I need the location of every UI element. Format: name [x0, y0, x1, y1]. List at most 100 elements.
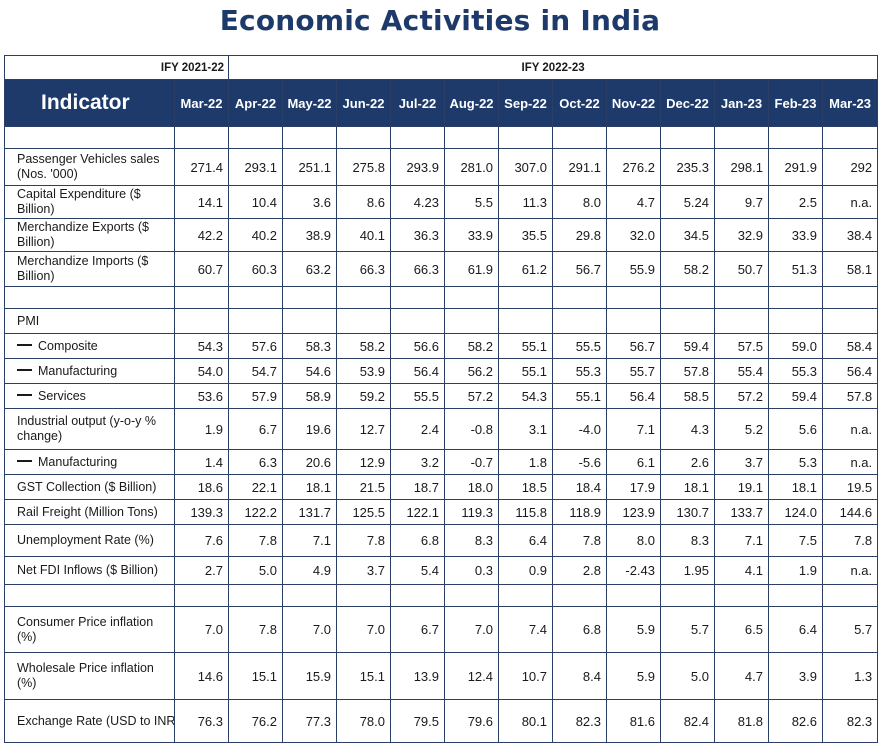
value-cell: 4.7 — [714, 652, 769, 700]
value-cell: 6.1 — [606, 449, 661, 475]
value-cell: 133.7 — [714, 499, 769, 525]
empty-cell — [552, 584, 607, 607]
indicator-label-text: Manufacturing — [38, 454, 118, 469]
indicator-label-text: Wholesale Price inflation (%) — [17, 661, 154, 690]
indicator-label-text: Capital Expenditure ($ Billion) — [17, 187, 141, 216]
value-cell: 19.6 — [282, 408, 337, 450]
value-cell: 13.9 — [390, 652, 445, 700]
value-cell — [444, 308, 499, 334]
value-cell: 7.0 — [444, 606, 499, 653]
empty-cell — [336, 286, 391, 309]
value-cell: 5.7 — [821, 606, 879, 653]
value-cell: 18.0 — [444, 474, 499, 500]
value-cell — [821, 308, 879, 334]
value-cell: 6.4 — [768, 606, 823, 653]
empty-cell — [444, 126, 499, 149]
value-cell: 18.5 — [498, 474, 553, 500]
value-cell: 5.0 — [660, 652, 715, 700]
table-row: Passenger Vehicles sales (Nos. '000) 271.… — [4, 148, 879, 186]
value-cell: 20.6 — [282, 449, 337, 475]
value-cell: 19.5 — [821, 474, 879, 500]
value-cell: 57.2 — [714, 383, 769, 409]
value-cell: 21.5 — [336, 474, 391, 500]
value-cell: 7.0 — [282, 606, 337, 653]
value-cell: 76.2 — [228, 699, 283, 743]
value-cell: 10.7 — [498, 652, 553, 700]
indicator-label: Industrial output (y-o-y % change) — [4, 408, 175, 450]
fiscal-year-row: IFY 2021-22 IFY 2022-23 — [4, 55, 879, 80]
value-cell: 12.4 — [444, 652, 499, 700]
value-cell: 33.9 — [768, 218, 823, 252]
value-cell — [552, 308, 607, 334]
spacer-row — [4, 286, 879, 309]
value-cell: 18.1 — [660, 474, 715, 500]
value-cell: 54.3 — [174, 333, 229, 359]
value-cell: 18.1 — [282, 474, 337, 500]
value-cell: 5.24 — [660, 185, 715, 219]
value-cell: 1.95 — [660, 556, 715, 585]
value-cell: 55.3 — [552, 358, 607, 384]
value-cell: 58.5 — [660, 383, 715, 409]
value-cell — [390, 308, 445, 334]
month-header: Feb-23 — [768, 79, 823, 127]
value-cell: 79.5 — [390, 699, 445, 743]
value-cell: 14.1 — [174, 185, 229, 219]
value-cell: 7.5 — [768, 524, 823, 557]
value-cell: 125.5 — [336, 499, 391, 525]
indicator-label-text: Merchandize Imports ($ Billion) — [17, 254, 149, 283]
value-cell: 57.9 — [228, 383, 283, 409]
value-cell: 2.4 — [390, 408, 445, 450]
value-cell: 3.7 — [714, 449, 769, 475]
value-cell: 293.1 — [228, 148, 283, 186]
value-cell: 53.6 — [174, 383, 229, 409]
header-row: Indicator Mar-22 Apr-22 May-22 Jun-22 Ju… — [4, 79, 879, 127]
table-row: Merchandize Exports ($ Billion) 42.2 40.2 3… — [4, 218, 879, 252]
value-cell: 19.1 — [714, 474, 769, 500]
value-cell: 122.1 — [390, 499, 445, 525]
value-cell: 1.9 — [768, 556, 823, 585]
fiscal-year-prev: IFY 2021-22 — [4, 55, 229, 80]
table-row: Consumer Price inflation (%) 7.0 7.8 7.0 7.0… — [4, 606, 879, 653]
month-header: Apr-22 — [228, 79, 283, 127]
value-cell: 18.7 — [390, 474, 445, 500]
indicator-label: PMI — [4, 308, 175, 334]
value-cell: 57.8 — [660, 358, 715, 384]
empty-cell — [498, 126, 553, 149]
value-cell: 12.7 — [336, 408, 391, 450]
indicator-label: Rail Freight (Million Tons) — [4, 499, 175, 525]
value-cell: -2.43 — [606, 556, 661, 585]
table-row: Rail Freight (Million Tons) 139.3 122.2 131… — [4, 499, 879, 525]
value-cell: 59.0 — [768, 333, 823, 359]
value-cell: 3.1 — [498, 408, 553, 450]
empty-cell — [552, 286, 607, 309]
value-cell: 58.2 — [444, 333, 499, 359]
value-cell: 291.9 — [768, 148, 823, 186]
month-header: Mar-23 — [821, 79, 879, 127]
value-cell: 5.2 — [714, 408, 769, 450]
value-cell: 78.0 — [336, 699, 391, 743]
value-cell: 8.3 — [444, 524, 499, 557]
value-cell: 124.0 — [768, 499, 823, 525]
month-header: Jul-22 — [390, 79, 445, 127]
value-cell: n.a. — [821, 408, 879, 450]
value-cell: 7.8 — [336, 524, 391, 557]
value-cell: 4.1 — [714, 556, 769, 585]
value-cell: 5.5 — [444, 185, 499, 219]
empty-cell — [4, 286, 175, 309]
value-cell: 4.9 — [282, 556, 337, 585]
value-cell: 77.3 — [282, 699, 337, 743]
value-cell: 32.0 — [606, 218, 661, 252]
value-cell: 0.3 — [444, 556, 499, 585]
value-cell: 34.5 — [660, 218, 715, 252]
value-cell: 82.4 — [660, 699, 715, 743]
value-cell: 61.9 — [444, 251, 499, 287]
value-cell: 4.3 — [660, 408, 715, 450]
value-cell — [768, 308, 823, 334]
empty-cell — [282, 286, 337, 309]
value-cell: 56.4 — [390, 358, 445, 384]
value-cell: 54.7 — [228, 358, 283, 384]
value-cell: 17.9 — [606, 474, 661, 500]
value-cell: 55.1 — [498, 358, 553, 384]
value-cell: 54.3 — [498, 383, 553, 409]
value-cell: 122.2 — [228, 499, 283, 525]
